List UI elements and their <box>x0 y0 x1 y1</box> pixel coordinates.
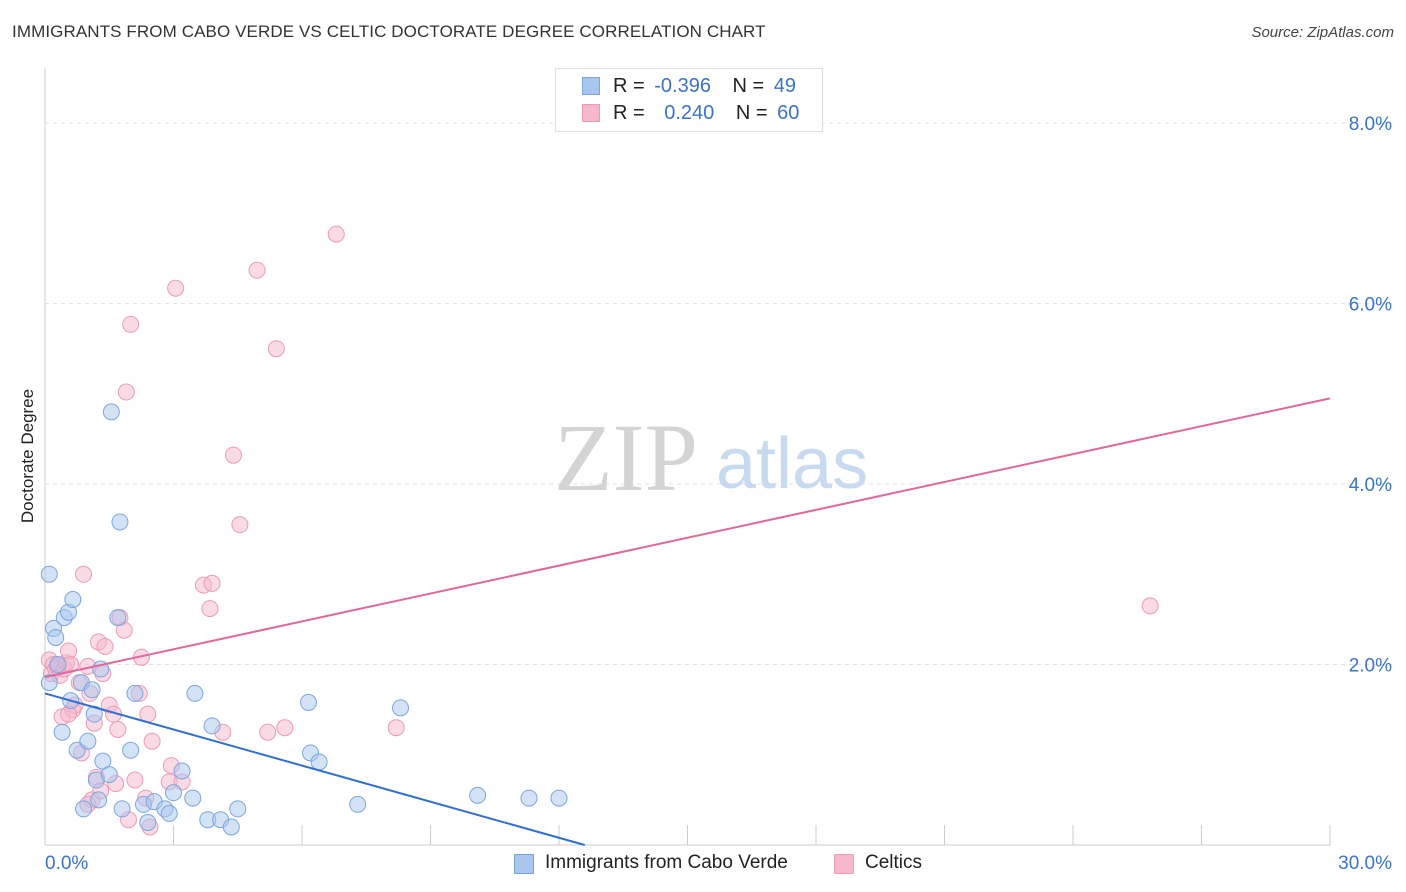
data-point-cabo-verde <box>113 800 131 818</box>
trend-lines <box>44 397 1331 846</box>
data-point-cabo-verde <box>392 699 410 717</box>
legend-n-value: 60 <box>777 102 800 124</box>
legend-swatch-cabo-verde <box>582 77 600 95</box>
watermark-atlas: atlas <box>716 424 868 504</box>
correlation-legend: R = -0.396 N = 49 R = 0.240 N = 60 <box>555 68 823 132</box>
data-point-cabo-verde <box>102 403 120 421</box>
data-point-cabo-verde <box>40 565 58 583</box>
data-point-cabo-verde <box>469 786 487 804</box>
data-point-cabo-verde <box>111 513 129 531</box>
data-point-cabo-verde <box>229 800 247 818</box>
data-point-celtics <box>231 516 249 534</box>
data-point-celtics <box>143 732 161 750</box>
x-tick-label-max: 30.0% <box>1338 853 1392 874</box>
data-point-celtics <box>122 315 140 333</box>
data-point-celtics <box>248 261 266 279</box>
y-tick-label: 2.0% <box>1349 656 1392 677</box>
data-point-cabo-verde <box>126 684 144 702</box>
data-point-cabo-verde <box>186 684 204 702</box>
legend-r-value: 0.240 <box>664 102 715 124</box>
data-point-cabo-verde <box>122 741 140 759</box>
bottom-legend-label-celtics: Celtics <box>865 852 923 873</box>
source-label: Source: ZipAtlas.com <box>1251 24 1394 41</box>
x-tick-label-min: 0.0% <box>45 853 88 874</box>
data-point-cabo-verde <box>184 789 202 807</box>
legend-n-label: N = <box>735 102 768 124</box>
data-point-cabo-verde <box>83 681 101 699</box>
data-point-cabo-verde <box>310 753 328 771</box>
data-point-celtics <box>75 565 93 583</box>
axes <box>44 68 1331 846</box>
data-point-cabo-verde <box>64 591 82 609</box>
data-point-cabo-verde <box>90 791 108 809</box>
legend-swatch-celtics <box>582 104 600 122</box>
bottom-legend-swatch-celtics <box>834 854 854 874</box>
tick-labels: 2.0% 4.0% 6.0% 8.0% 0.0% 30.0% <box>45 114 1392 874</box>
data-point-cabo-verde <box>109 609 127 627</box>
y-tick-label: 8.0% <box>1349 114 1392 135</box>
data-point-celtics <box>327 225 345 243</box>
data-point-celtics <box>126 771 144 789</box>
data-point-cabo-verde <box>53 723 71 741</box>
chart-title: IMMIGRANTS FROM CABO VERDE VS CELTIC DOC… <box>12 22 766 41</box>
data-point-celtics <box>167 279 185 297</box>
data-point-cabo-verde <box>85 705 103 723</box>
data-point-celtics <box>96 637 114 655</box>
data-point-cabo-verde <box>173 762 191 780</box>
data-point-cabo-verde <box>75 800 93 818</box>
cabo-verde-points <box>40 403 568 836</box>
legend-n-label: N = <box>732 75 765 97</box>
zipatlas-watermark: ZIP atlas <box>554 404 868 511</box>
y-tick-label: 4.0% <box>1349 475 1392 496</box>
data-point-celtics <box>203 574 221 592</box>
data-point-celtics <box>267 340 285 358</box>
legend-r-label: R = <box>613 75 645 97</box>
grid-lines <box>45 122 1392 666</box>
data-point-cabo-verde <box>40 674 58 692</box>
data-point-celtics <box>1141 597 1159 615</box>
y-tick-label: 6.0% <box>1349 295 1392 316</box>
data-point-cabo-verde <box>349 795 367 813</box>
trend-line-celtics <box>44 397 1331 679</box>
celtics-points <box>40 225 1159 836</box>
data-point-cabo-verde <box>47 628 65 646</box>
data-point-cabo-verde <box>203 717 221 735</box>
trend-line-cabo-verde <box>44 692 585 846</box>
data-point-cabo-verde <box>49 656 67 674</box>
data-point-cabo-verde <box>222 818 240 836</box>
data-point-cabo-verde <box>299 693 317 711</box>
bottom-legend-swatch-cabo-verde <box>514 854 534 874</box>
data-point-cabo-verde <box>139 813 157 831</box>
data-point-cabo-verde <box>79 732 97 750</box>
data-point-celtics <box>109 720 127 738</box>
data-point-celtics <box>259 723 277 741</box>
data-point-celtics <box>224 446 242 464</box>
bottom-legend-label-cabo-verde: Immigrants from Cabo Verde <box>545 852 788 873</box>
data-point-cabo-verde <box>100 766 118 784</box>
data-point-cabo-verde <box>165 784 182 802</box>
data-point-celtics <box>201 600 219 618</box>
data-point-celtics <box>117 383 135 401</box>
legend-r-value: -0.396 <box>654 75 711 97</box>
data-point-cabo-verde <box>520 789 538 807</box>
data-point-cabo-verde <box>160 804 178 822</box>
data-point-celtics <box>387 719 405 737</box>
watermark-zip: ZIP <box>554 404 698 511</box>
legend-n-value: 49 <box>773 75 797 97</box>
legend-r-label: R = <box>613 102 645 124</box>
data-point-cabo-verde <box>550 789 568 807</box>
data-point-celtics <box>276 719 294 737</box>
